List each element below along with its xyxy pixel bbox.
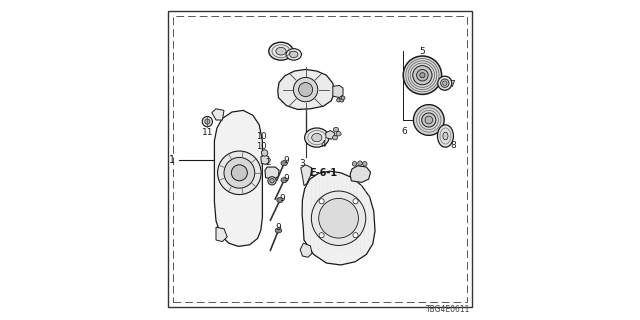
Ellipse shape	[333, 135, 338, 140]
Ellipse shape	[312, 133, 322, 142]
Ellipse shape	[262, 150, 268, 156]
Ellipse shape	[336, 132, 341, 136]
Polygon shape	[302, 171, 375, 265]
Ellipse shape	[425, 116, 433, 124]
Ellipse shape	[319, 198, 358, 238]
Text: 10: 10	[256, 142, 267, 151]
Text: TBG4E0611: TBG4E0611	[426, 305, 470, 314]
Ellipse shape	[270, 179, 275, 183]
Ellipse shape	[286, 49, 301, 60]
Text: 9: 9	[283, 174, 289, 183]
Ellipse shape	[305, 128, 329, 147]
Ellipse shape	[422, 113, 436, 127]
Text: 1: 1	[169, 155, 175, 165]
Polygon shape	[265, 167, 279, 179]
Ellipse shape	[413, 105, 444, 135]
Ellipse shape	[275, 228, 282, 233]
Ellipse shape	[232, 165, 248, 181]
Ellipse shape	[202, 116, 212, 127]
Polygon shape	[300, 243, 312, 257]
Ellipse shape	[443, 81, 447, 85]
Text: 5: 5	[420, 47, 425, 56]
Ellipse shape	[353, 199, 358, 204]
Text: 3: 3	[300, 159, 305, 168]
Ellipse shape	[319, 199, 324, 204]
Ellipse shape	[276, 47, 286, 55]
Ellipse shape	[281, 161, 287, 166]
Text: 9: 9	[280, 194, 285, 203]
Text: 2: 2	[266, 158, 271, 167]
Polygon shape	[216, 227, 227, 242]
Ellipse shape	[268, 177, 276, 185]
Text: 7: 7	[450, 80, 455, 89]
Ellipse shape	[438, 76, 452, 90]
Text: 11: 11	[202, 128, 213, 137]
Ellipse shape	[337, 98, 340, 102]
Polygon shape	[212, 109, 224, 120]
Ellipse shape	[293, 77, 318, 102]
Ellipse shape	[269, 42, 293, 60]
Text: E-6-1: E-6-1	[309, 168, 337, 178]
Polygon shape	[278, 69, 334, 109]
Polygon shape	[350, 166, 371, 182]
Ellipse shape	[319, 233, 324, 238]
Ellipse shape	[438, 125, 454, 147]
Text: 8: 8	[451, 141, 456, 150]
Ellipse shape	[358, 161, 362, 165]
Ellipse shape	[413, 66, 432, 85]
Ellipse shape	[352, 162, 357, 166]
Ellipse shape	[420, 73, 425, 78]
Text: 9: 9	[276, 223, 281, 232]
Ellipse shape	[333, 127, 339, 132]
Ellipse shape	[443, 132, 448, 140]
Text: 9: 9	[283, 156, 289, 165]
Text: 10: 10	[256, 132, 267, 140]
Polygon shape	[301, 165, 312, 186]
Ellipse shape	[440, 79, 449, 87]
Ellipse shape	[340, 98, 344, 102]
Ellipse shape	[218, 151, 261, 195]
Text: 6: 6	[401, 127, 407, 136]
Ellipse shape	[403, 56, 442, 94]
Polygon shape	[261, 155, 269, 164]
Polygon shape	[333, 85, 343, 98]
Ellipse shape	[289, 51, 298, 58]
Ellipse shape	[417, 69, 428, 81]
Ellipse shape	[224, 157, 255, 188]
Polygon shape	[214, 110, 262, 246]
Ellipse shape	[281, 178, 287, 183]
Ellipse shape	[341, 96, 345, 100]
Ellipse shape	[205, 119, 210, 124]
Ellipse shape	[362, 162, 367, 166]
Ellipse shape	[353, 233, 358, 238]
Polygon shape	[326, 131, 334, 139]
Ellipse shape	[298, 83, 313, 97]
Ellipse shape	[277, 197, 283, 203]
Text: 4: 4	[321, 140, 326, 149]
Ellipse shape	[312, 191, 366, 245]
